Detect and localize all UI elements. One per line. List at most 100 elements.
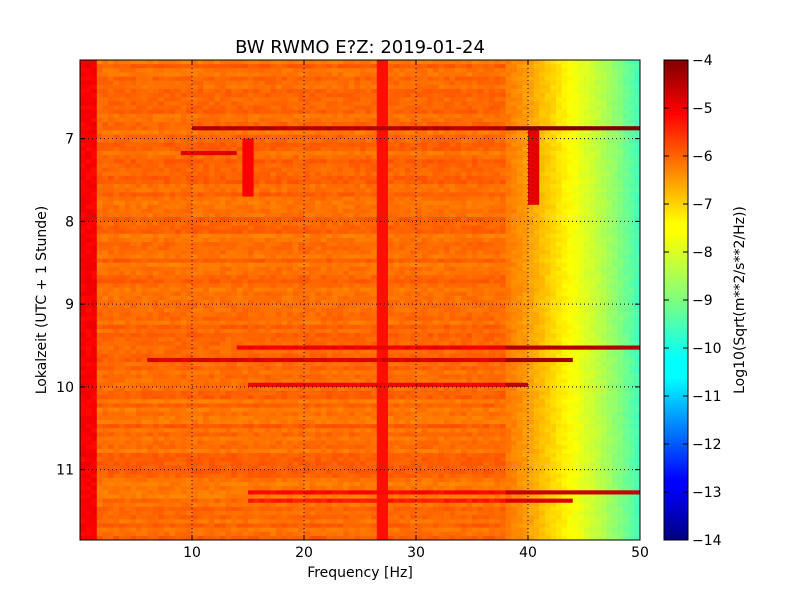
heatmap-cell — [91, 93, 98, 98]
heatmap-cell — [572, 109, 579, 115]
heatmap-cell — [516, 208, 523, 214]
heatmap-cell — [264, 250, 271, 256]
heatmap-cell — [567, 113, 574, 119]
heatmap-cell — [80, 117, 87, 123]
heatmap-cell — [550, 254, 557, 260]
heatmap-cell — [612, 254, 619, 260]
heatmap-cell — [483, 184, 490, 189]
heatmap-cell — [231, 151, 238, 156]
heatmap-cell — [253, 60, 260, 65]
heatmap-cell — [248, 254, 255, 260]
heatmap-cell — [348, 163, 355, 169]
heatmap-cell — [147, 213, 154, 218]
heatmap-cell — [477, 88, 484, 94]
heatmap-cell — [444, 117, 451, 123]
heatmap-cell — [483, 72, 490, 78]
heatmap-cell — [488, 221, 495, 227]
heatmap-cell — [147, 117, 154, 123]
heatmap-cell — [595, 93, 602, 98]
heatmap-cell — [348, 242, 355, 247]
heatmap-cell — [466, 146, 473, 152]
heatmap-cell — [315, 68, 322, 74]
heatmap-cell — [623, 134, 630, 140]
heatmap-cell — [197, 130, 204, 136]
heatmap-cell — [320, 208, 327, 214]
heatmap-cell — [309, 180, 316, 185]
heatmap-cell — [236, 138, 243, 144]
heatmap-cell — [136, 233, 143, 239]
heatmap-cell — [264, 225, 271, 231]
heatmap-cell — [130, 204, 137, 210]
heatmap-cell — [337, 113, 344, 119]
heatmap-cell — [231, 180, 238, 185]
heatmap-cell — [225, 80, 232, 86]
heatmap-cell — [600, 122, 607, 127]
heatmap-cell — [399, 134, 406, 140]
heatmap-cell — [404, 254, 411, 260]
heatmap-cell — [304, 72, 311, 78]
heatmap-cell — [225, 167, 232, 173]
heatmap-cell — [388, 72, 395, 78]
heatmap-cell — [242, 167, 249, 173]
heatmap-cell — [556, 184, 563, 189]
heatmap-cell — [511, 155, 518, 160]
heatmap-cell — [136, 208, 143, 214]
heatmap-cell — [556, 155, 563, 160]
heatmap-cell — [612, 204, 619, 210]
heatmap-cell — [550, 204, 557, 210]
heatmap-cell — [203, 109, 210, 115]
heatmap-cell — [130, 233, 137, 239]
heatmap-cell — [192, 258, 199, 264]
heatmap-cell — [544, 213, 551, 218]
heatmap-cell — [494, 134, 501, 140]
heatmap-cell — [539, 200, 546, 206]
heatmap-cell — [152, 184, 159, 189]
heatmap-cell — [108, 68, 115, 74]
heatmap-cell — [516, 146, 523, 152]
heatmap-cell — [326, 242, 333, 247]
heatmap-cell — [96, 84, 103, 90]
heatmap-cell — [136, 171, 143, 177]
heatmap-cell — [421, 68, 428, 74]
heatmap-cell — [578, 192, 585, 198]
heatmap-cell — [399, 151, 406, 156]
heatmap-cell — [516, 117, 523, 123]
heatmap-cell — [337, 192, 344, 198]
heatmap-cell — [556, 122, 563, 127]
heatmap-cell — [158, 80, 165, 86]
heatmap-cell — [119, 225, 126, 231]
heatmap-cell — [225, 188, 232, 194]
heatmap-cell — [511, 93, 518, 98]
heatmap-cell — [208, 64, 215, 69]
heatmap-cell — [432, 88, 439, 94]
heatmap-cell — [522, 246, 529, 251]
heatmap-cell — [259, 163, 266, 169]
heatmap-cell — [388, 68, 395, 74]
heatmap-cell — [152, 138, 159, 144]
heatmap-cell — [460, 146, 467, 152]
heatmap-cell — [287, 237, 294, 243]
heatmap-cell — [612, 155, 619, 160]
heatmap-cell — [393, 188, 400, 194]
heatmap-cell — [259, 237, 266, 243]
heatmap-cell — [119, 130, 126, 136]
heatmap-cell — [612, 217, 619, 222]
heatmap-cell — [208, 250, 215, 256]
heatmap-cell — [281, 84, 288, 90]
heatmap-cell — [522, 188, 529, 194]
heatmap-cell — [589, 60, 596, 65]
heatmap-cell — [589, 142, 596, 148]
heatmap-cell — [141, 146, 148, 152]
heatmap-cell — [572, 163, 579, 169]
heatmap-cell — [488, 217, 495, 222]
heatmap-cell — [348, 97, 355, 102]
heatmap-cell — [617, 229, 624, 235]
heatmap-cell — [343, 151, 350, 156]
heatmap-cell — [102, 180, 109, 185]
heatmap-cell — [634, 72, 640, 78]
heatmap-cell — [561, 221, 568, 227]
heatmap-cell — [365, 151, 372, 156]
heatmap-cell — [175, 163, 182, 169]
heatmap-cell — [567, 213, 574, 218]
heatmap-cell — [556, 163, 563, 169]
